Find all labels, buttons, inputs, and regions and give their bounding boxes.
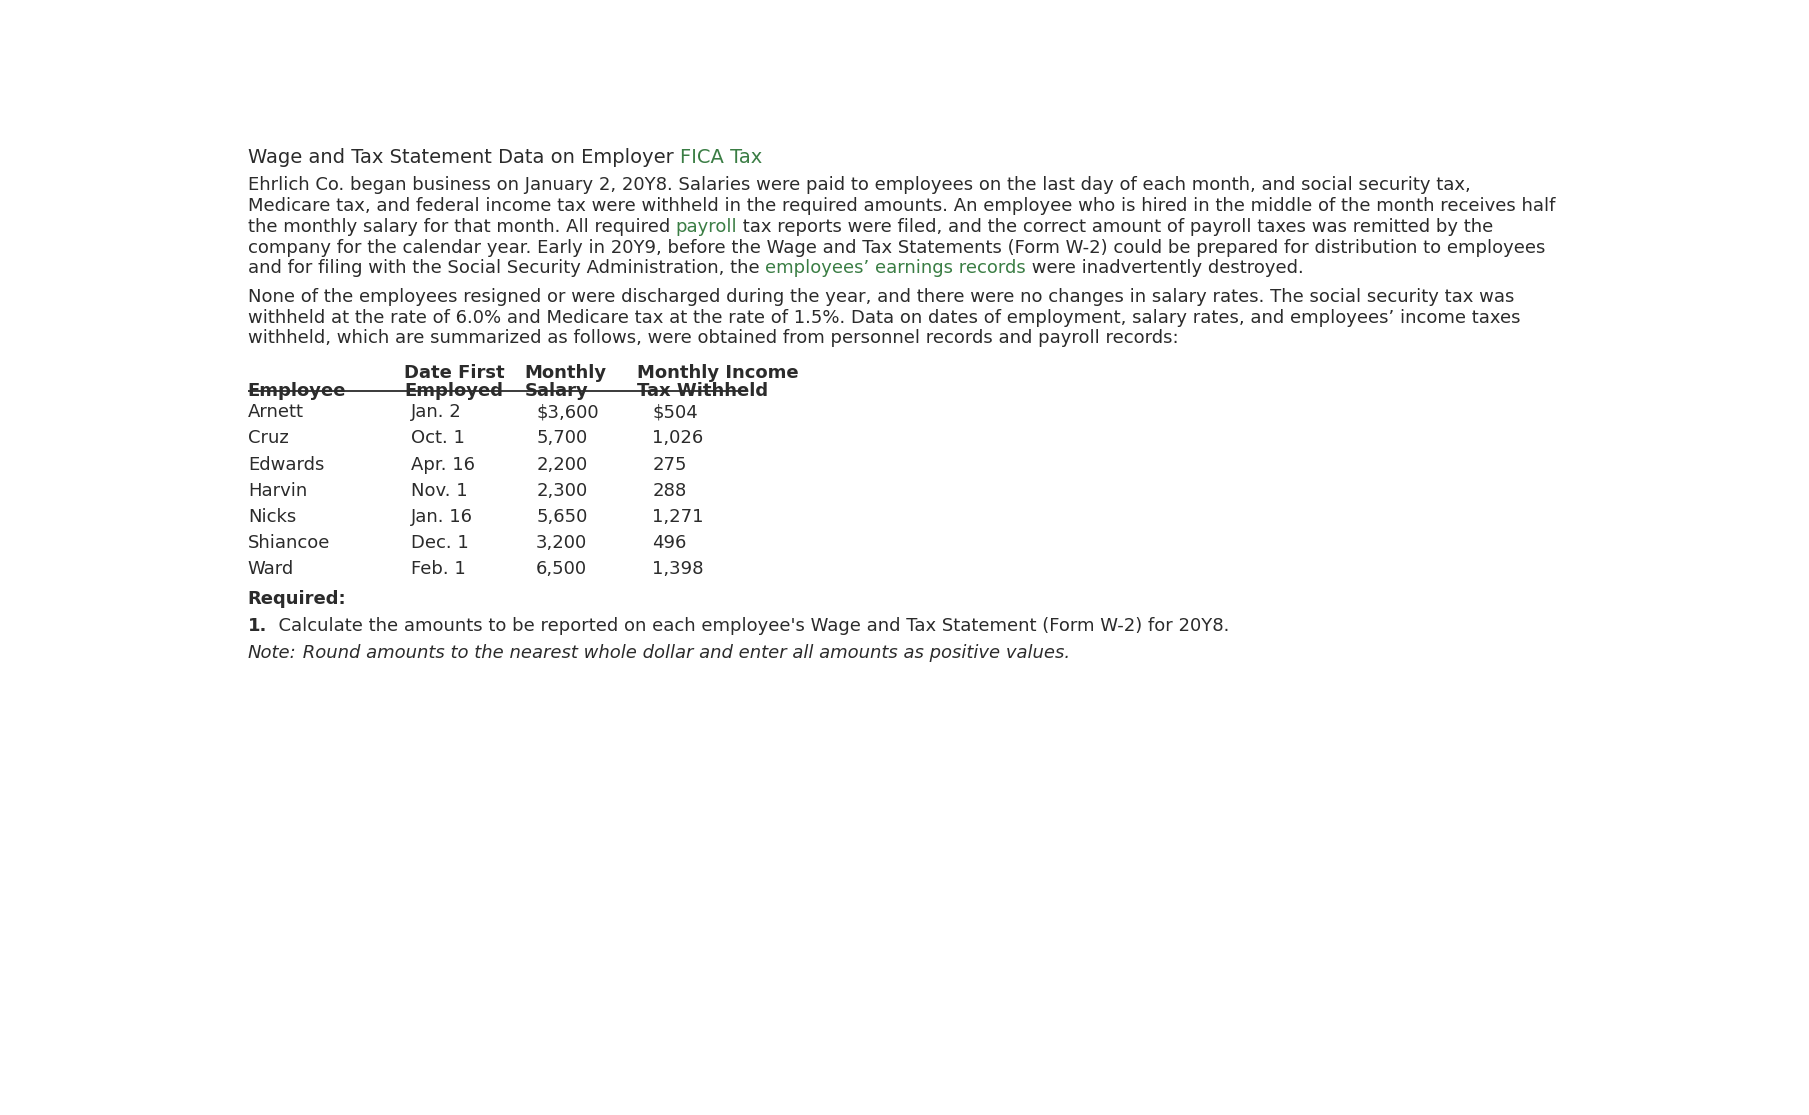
Text: Apr. 16: Apr. 16 <box>411 456 474 474</box>
Text: Dec. 1: Dec. 1 <box>411 534 469 552</box>
Text: tax reports were filed, and the correct amount of payroll taxes was remitted by : tax reports were filed, and the correct … <box>738 217 1494 235</box>
Text: Feb. 1: Feb. 1 <box>411 561 465 579</box>
Text: were inadvertently destroyed.: were inadvertently destroyed. <box>1026 260 1304 278</box>
Text: Note:: Note: <box>248 643 297 661</box>
Text: 1.: 1. <box>248 617 268 634</box>
Text: and for filing with the Social Security Administration, the: and for filing with the Social Security … <box>248 260 765 278</box>
Text: 5,650: 5,650 <box>535 508 588 526</box>
Text: Arnett: Arnett <box>248 404 304 421</box>
Text: 496: 496 <box>653 534 687 552</box>
Text: 1,026: 1,026 <box>653 429 704 447</box>
Text: 1,398: 1,398 <box>653 561 704 579</box>
Text: $3,600: $3,600 <box>535 404 599 421</box>
Text: Jan. 2: Jan. 2 <box>411 404 461 421</box>
Text: Nov. 1: Nov. 1 <box>411 482 467 500</box>
Text: Required:: Required: <box>248 590 347 608</box>
Text: Tax Withheld: Tax Withheld <box>637 381 769 400</box>
Text: Date First: Date First <box>405 363 505 382</box>
Text: 1,271: 1,271 <box>653 508 704 526</box>
Text: Calculate the amounts to be reported on each employee's Wage and Tax Statement (: Calculate the amounts to be reported on … <box>268 617 1230 634</box>
Text: Oct. 1: Oct. 1 <box>411 429 465 447</box>
Text: Nicks: Nicks <box>248 508 297 526</box>
Text: the monthly salary for that month. All required: the monthly salary for that month. All r… <box>248 217 677 235</box>
Text: Medicare tax, and federal income tax were withheld in the required amounts. An e: Medicare tax, and federal income tax wer… <box>248 197 1556 215</box>
Text: $504: $504 <box>653 404 698 421</box>
Text: employees’ earnings records: employees’ earnings records <box>765 260 1026 278</box>
Text: Jan. 16: Jan. 16 <box>411 508 472 526</box>
Text: 6,500: 6,500 <box>535 561 588 579</box>
Text: withheld, which are summarized as follows, were obtained from personnel records : withheld, which are summarized as follow… <box>248 329 1178 348</box>
Text: Cruz: Cruz <box>248 429 289 447</box>
Text: Edwards: Edwards <box>248 456 324 474</box>
Text: payroll: payroll <box>677 217 738 235</box>
Text: 2,200: 2,200 <box>535 456 588 474</box>
Text: Employed: Employed <box>405 381 503 400</box>
Text: 5,700: 5,700 <box>535 429 588 447</box>
Text: Round amounts to the nearest whole dollar and enter all amounts as positive valu: Round amounts to the nearest whole dolla… <box>297 643 1069 661</box>
Text: Salary: Salary <box>525 381 588 400</box>
Text: FICA Tax: FICA Tax <box>680 147 762 166</box>
Text: Wage and Tax Statement Data on Employer: Wage and Tax Statement Data on Employer <box>248 147 680 166</box>
Text: None of the employees resigned or were discharged during the year, and there wer: None of the employees resigned or were d… <box>248 288 1514 306</box>
Text: Harvin: Harvin <box>248 482 308 500</box>
Text: Shiancoe: Shiancoe <box>248 534 331 552</box>
Text: Ward: Ward <box>248 561 295 579</box>
Text: Monthly Income: Monthly Income <box>637 363 798 382</box>
Text: Ehrlich Co. began business on January 2, 20Y8. Salaries were paid to employees o: Ehrlich Co. began business on January 2,… <box>248 176 1471 194</box>
Text: 275: 275 <box>653 456 687 474</box>
Text: 288: 288 <box>653 482 687 500</box>
Text: 2,300: 2,300 <box>535 482 588 500</box>
Text: Monthly: Monthly <box>525 363 606 382</box>
Text: company for the calendar year. Early in 20Y9, before the Wage and Tax Statements: company for the calendar year. Early in … <box>248 239 1545 256</box>
Text: 3,200: 3,200 <box>535 534 588 552</box>
Text: Employee: Employee <box>248 381 346 400</box>
Text: withheld at the rate of 6.0% and Medicare tax at the rate of 1.5%. Data on dates: withheld at the rate of 6.0% and Medicar… <box>248 309 1520 327</box>
